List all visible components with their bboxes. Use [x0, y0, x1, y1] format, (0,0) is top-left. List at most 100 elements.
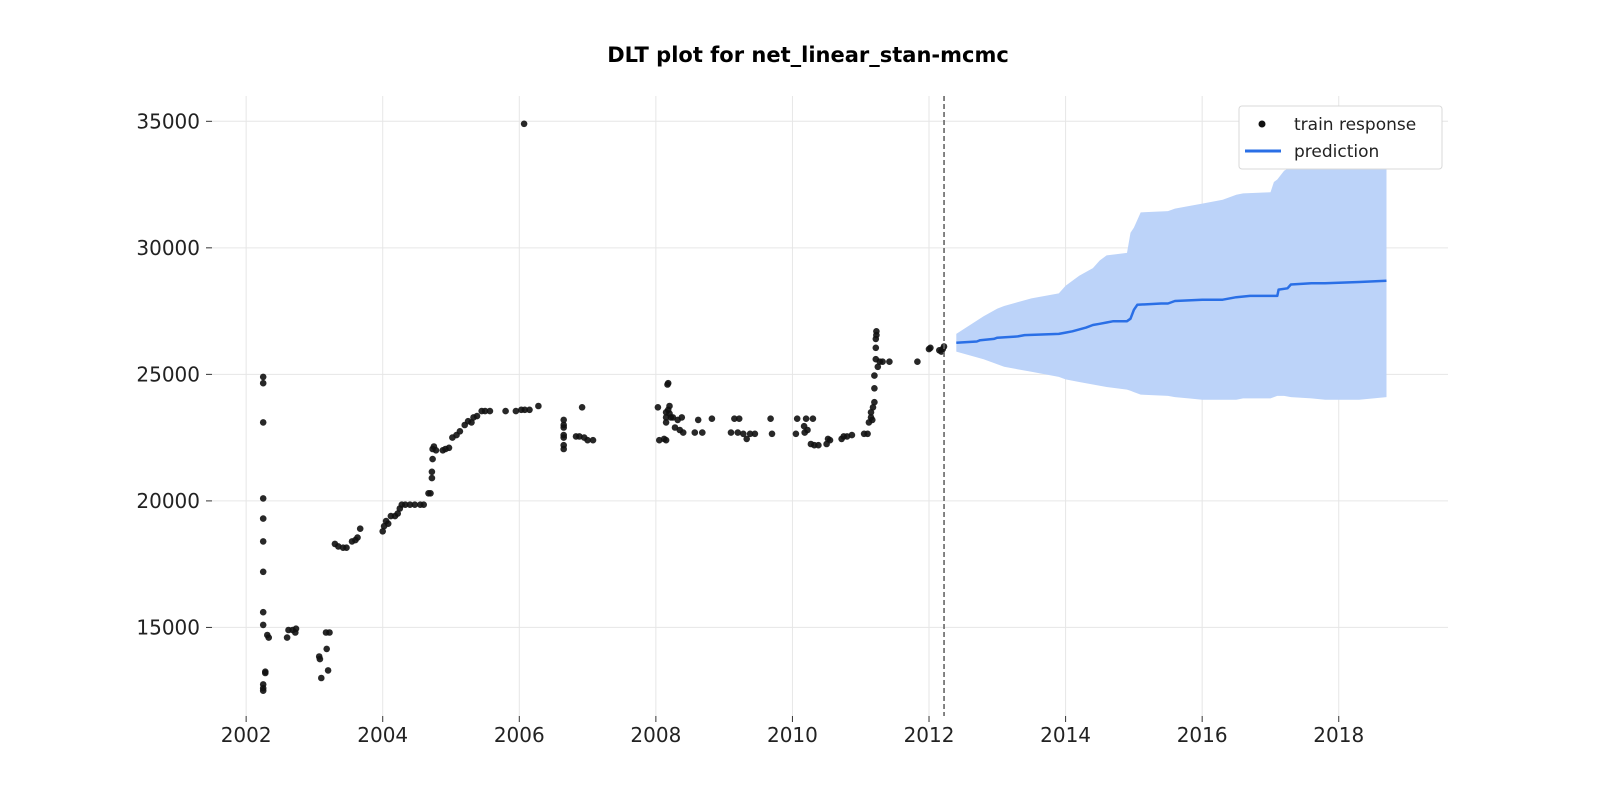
train-response-point: [927, 344, 934, 352]
train-response-point: [664, 379, 672, 387]
train-response-point: [678, 414, 686, 421]
train-response-point: [526, 406, 533, 414]
train-response-point: [283, 634, 291, 641]
train-response-point: [265, 634, 273, 641]
train-response-point: [428, 474, 436, 482]
train-response-point: [864, 430, 871, 438]
legend-box: [1238, 105, 1443, 170]
train-response-point: [872, 344, 880, 352]
train-response-point: [481, 407, 489, 415]
train-response-point: [406, 501, 414, 509]
train-response-point: [402, 501, 409, 509]
train-response-point: [502, 407, 509, 415]
grid: [212, 96, 1448, 716]
train-response-point: [869, 416, 876, 424]
train-response-point: [694, 416, 702, 424]
train-response-point: [578, 404, 586, 411]
legend-prediction-label: prediction: [1294, 142, 1379, 162]
train-response-point: [512, 407, 520, 415]
train-response-point: [259, 379, 267, 387]
train-response-point: [343, 544, 350, 551]
x-tick-label: 2018: [1313, 723, 1364, 747]
train-response-point: [292, 625, 300, 632]
train-response-point: [318, 674, 325, 682]
train-response-point: [456, 428, 464, 435]
train-response-point: [323, 645, 331, 653]
train-response-point: [429, 455, 436, 463]
train-response-point: [560, 416, 567, 424]
x-tick-label: 2012: [904, 723, 955, 747]
prediction-interval-group: [956, 165, 1387, 400]
train-response-point: [326, 629, 333, 636]
train-response-point: [743, 435, 750, 443]
train-response-point: [432, 447, 440, 454]
train-response-point: [727, 429, 735, 436]
prediction-interval-band: [956, 165, 1387, 400]
train-response-point: [793, 415, 801, 423]
train-response-point: [746, 430, 754, 438]
train-response-point: [259, 419, 267, 426]
train-response-point: [871, 398, 878, 406]
chart-title: DLT plot for net_linear_stan-mcmc: [607, 43, 1009, 67]
train-response-point: [735, 415, 743, 423]
train-response-point: [679, 429, 687, 436]
x-tick-label: 2010: [767, 723, 818, 747]
train-response-point: [262, 669, 269, 677]
train-response-point: [354, 534, 361, 541]
train-response-point: [384, 520, 392, 527]
train-response-point: [356, 525, 364, 532]
y-tick-label: 35000: [136, 109, 200, 133]
train-response-point: [809, 415, 817, 423]
train-response-point: [708, 415, 716, 423]
train-response-point: [886, 358, 893, 366]
train-response-point: [428, 468, 436, 476]
train-response-point: [468, 419, 475, 426]
x-tick-label: 2016: [1177, 723, 1228, 747]
x-axis-ticks: 2002 2004 2006 2008 2010 2012 2014 2016 2018: [221, 716, 1364, 747]
x-tick-label: 2002: [221, 723, 272, 747]
train-response-point: [815, 441, 822, 449]
train-response-point: [662, 436, 670, 444]
train-response-point: [802, 415, 810, 423]
y-tick-label: 30000: [136, 236, 200, 260]
legend-train-marker: [1258, 120, 1266, 128]
legend-train-label: train response: [1294, 115, 1416, 135]
train-response-point: [792, 430, 800, 438]
x-tick-label: 2004: [357, 723, 408, 747]
y-axis-ticks: 15000 20000 25000 30000 35000: [136, 109, 212, 639]
train-response-point: [584, 436, 591, 444]
train-response-point: [259, 621, 267, 629]
train-response-point: [871, 372, 878, 379]
train-response-point: [259, 568, 267, 576]
train-response-point: [420, 501, 428, 509]
train-response-point: [473, 412, 481, 420]
y-tick-label: 15000: [136, 615, 200, 639]
train-response-point: [316, 655, 324, 663]
train-response-point: [804, 426, 811, 434]
train-response-point: [560, 424, 567, 431]
train-response-point: [768, 430, 776, 438]
train-response-point: [767, 415, 774, 423]
train-response-point: [871, 385, 878, 392]
prediction-line-group: [956, 279, 1387, 344]
train-response-point: [874, 363, 882, 371]
train-response-point: [879, 358, 886, 366]
train-response-point: [699, 429, 706, 436]
train-response-point: [826, 436, 834, 444]
train-response-point: [324, 667, 332, 674]
train-response-point: [259, 373, 267, 381]
train-response-point: [445, 444, 453, 452]
train-response-points: [259, 120, 948, 694]
legend: train response prediction: [1238, 105, 1443, 170]
prediction-line: [956, 279, 1387, 344]
train-response-point: [411, 501, 419, 509]
train-response-point: [867, 409, 875, 416]
y-tick-label: 20000: [136, 489, 200, 513]
train-response-point: [521, 406, 529, 414]
x-tick-label: 2008: [630, 723, 681, 747]
train-response-point: [848, 431, 856, 439]
train-response-point: [589, 436, 597, 444]
train-response-point: [560, 434, 567, 441]
